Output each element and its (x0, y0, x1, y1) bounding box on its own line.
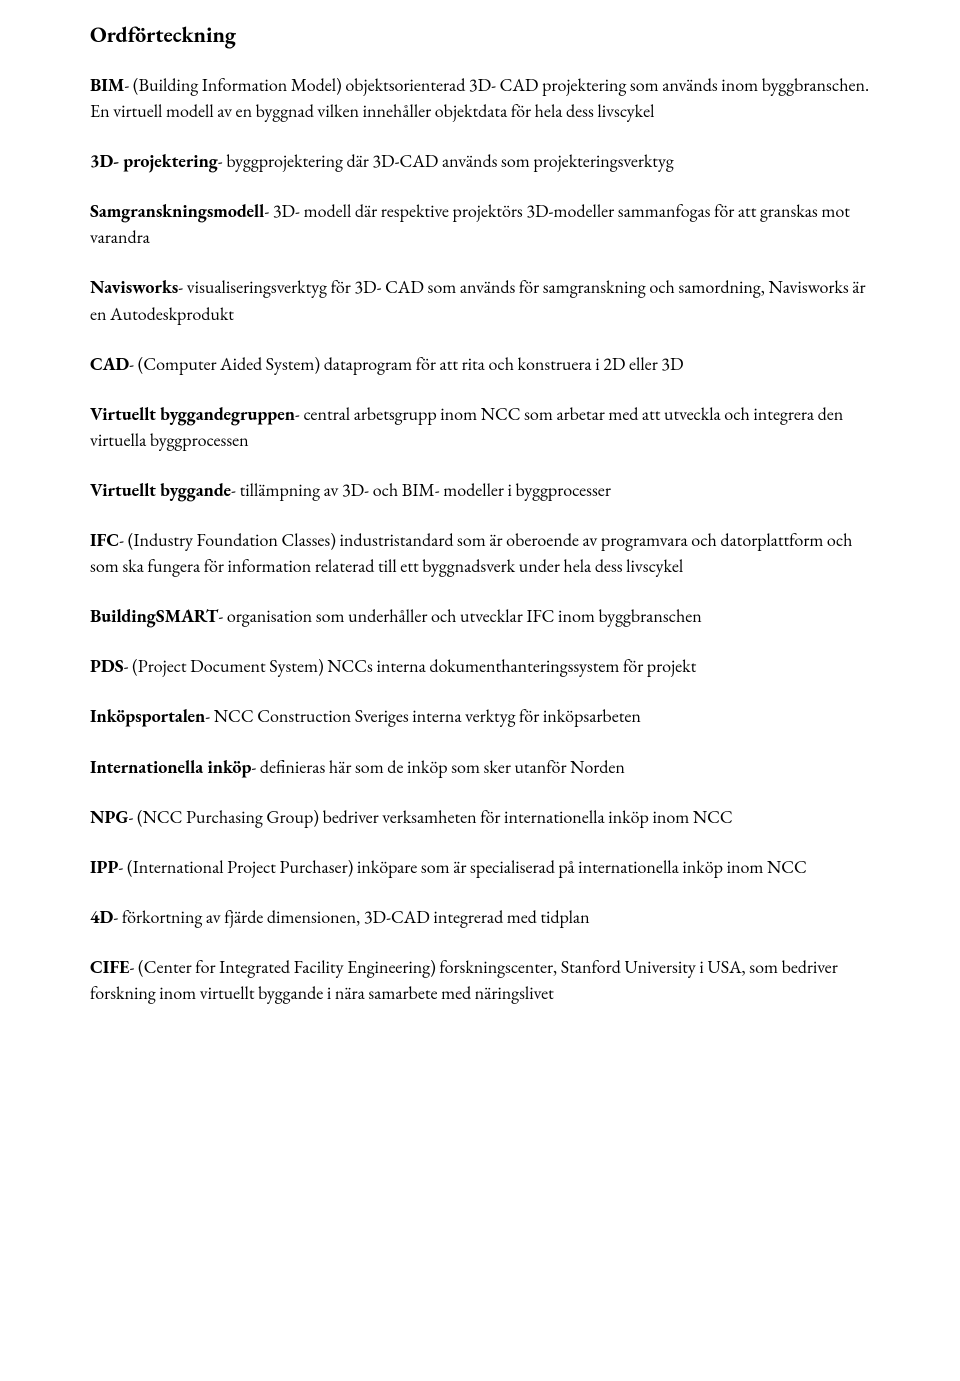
glossary-definition: - (Computer Aided System) dataprogram fö… (129, 353, 683, 376)
glossary-entry: CAD- (Computer Aided System) dataprogram… (90, 352, 870, 378)
glossary-definition: - tillämpning av 3D- och BIM- modeller i… (231, 479, 611, 502)
glossary-term: BuildingSMART (90, 605, 218, 628)
glossary-entry: NPG- (NCC Purchasing Group) bedriver ver… (90, 805, 870, 831)
glossary-entry: Virtuellt byggande- tillämpning av 3D- o… (90, 478, 870, 504)
glossary-term: 3D- projektering (90, 150, 218, 173)
glossary-term: IPP (90, 856, 118, 879)
glossary-definition: - NCC Construction Sveriges interna verk… (205, 705, 641, 728)
glossary-entry: IPP- (International Project Purchaser) i… (90, 855, 870, 881)
glossary-term: Virtuellt byggande (90, 479, 231, 502)
glossary-definition: - organisation som underhåller och utvec… (218, 605, 701, 628)
glossary-entry: BIM- (Building Information Model) objekt… (90, 73, 870, 125)
glossary-entry: BuildingSMART- organisation som underhål… (90, 604, 870, 630)
glossary-term: Samgranskningsmodell (90, 200, 264, 223)
glossary-definition: - visualiseringsverktyg för 3D- CAD som … (90, 276, 866, 325)
glossary-list: BIM- (Building Information Model) objekt… (90, 73, 870, 1007)
glossary-term: BIM (90, 74, 124, 97)
glossary-entry: 4D- förkortning av fjärde dimensionen, 3… (90, 905, 870, 931)
glossary-term: Navisworks (90, 276, 178, 299)
glossary-entry: PDS- (Project Document System) NCCs inte… (90, 654, 870, 680)
glossary-definition: - (Building Information Model) objektsor… (90, 74, 869, 123)
glossary-entry: Navisworks- visualiseringsverktyg för 3D… (90, 275, 870, 327)
glossary-entry: Virtuellt byggandegruppen- central arbet… (90, 402, 870, 454)
page-title: Ordförteckning (90, 20, 870, 49)
glossary-term: CAD (90, 353, 129, 376)
glossary-definition: - definieras här som de inköp som sker u… (251, 756, 625, 779)
glossary-term: Inköpsportalen (90, 705, 205, 728)
glossary-term: CIFE (90, 956, 130, 979)
document-page: Ordförteckning BIM- (Building Informatio… (0, 0, 960, 1381)
glossary-definition: - förkortning av fjärde dimensionen, 3D-… (113, 906, 589, 929)
glossary-definition: - (NCC Purchasing Group) bedriver verksa… (128, 806, 732, 829)
glossary-entry: Samgranskningsmodell- 3D- modell där res… (90, 199, 870, 251)
glossary-entry: CIFE- (Center for Integrated Facility En… (90, 955, 870, 1007)
glossary-term: IFC (90, 529, 119, 552)
glossary-term: PDS (90, 655, 124, 678)
glossary-term: 4D (90, 906, 113, 929)
glossary-entry: 3D- projektering- byggprojektering där 3… (90, 149, 870, 175)
glossary-entry: Internationella inköp- definieras här so… (90, 755, 870, 781)
glossary-definition: - byggprojektering där 3D-CAD används so… (218, 150, 674, 173)
glossary-term: Virtuellt byggandegruppen (90, 403, 295, 426)
glossary-definition: - (International Project Purchaser) inkö… (118, 856, 806, 879)
glossary-term: Internationella inköp (90, 756, 251, 779)
glossary-definition: - (Project Document System) NCCs interna… (124, 655, 697, 678)
glossary-term: NPG (90, 806, 128, 829)
glossary-entry: IFC- (Industry Foundation Classes) indus… (90, 528, 870, 580)
glossary-entry: Inköpsportalen- NCC Construction Sverige… (90, 704, 870, 730)
glossary-definition: - (Center for Integrated Facility Engine… (90, 956, 838, 1005)
glossary-definition: - (Industry Foundation Classes) industri… (90, 529, 852, 578)
